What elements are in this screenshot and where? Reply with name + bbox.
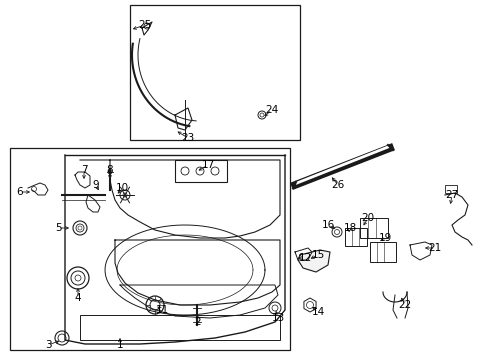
Text: 21: 21 [427,243,441,253]
Text: 6: 6 [17,187,23,197]
Text: 9: 9 [93,180,99,190]
Polygon shape [297,250,329,272]
Text: 7: 7 [81,165,87,175]
Bar [80,315,280,340]
Text: 16: 16 [321,220,334,230]
Bar [444,185,456,193]
Text: 20: 20 [361,213,374,223]
Text: 10: 10 [115,183,128,193]
Bar [175,160,226,182]
Text: 11: 11 [155,305,168,315]
Text: 22: 22 [398,300,411,310]
Text: 18: 18 [343,223,356,233]
Text: 24: 24 [265,105,278,115]
Text: 12: 12 [298,253,311,263]
Text: 4: 4 [75,293,81,303]
Text: 19: 19 [378,233,391,243]
Text: 27: 27 [445,190,458,200]
Text: 13: 13 [271,313,284,323]
Text: 15: 15 [311,250,324,260]
Text: 26: 26 [331,180,344,190]
Bar [130,5,299,140]
Bar [10,148,289,350]
Bar [359,218,387,238]
Text: 14: 14 [311,307,324,317]
Text: 8: 8 [106,165,113,175]
Bar [369,242,395,262]
Text: 2: 2 [194,317,201,327]
Text: 17: 17 [201,160,214,170]
Text: 1: 1 [117,340,123,350]
Text: 3: 3 [44,340,51,350]
Text: 5: 5 [55,223,61,233]
Text: 23: 23 [181,133,194,143]
Bar [345,228,366,246]
Text: 25: 25 [138,20,151,30]
